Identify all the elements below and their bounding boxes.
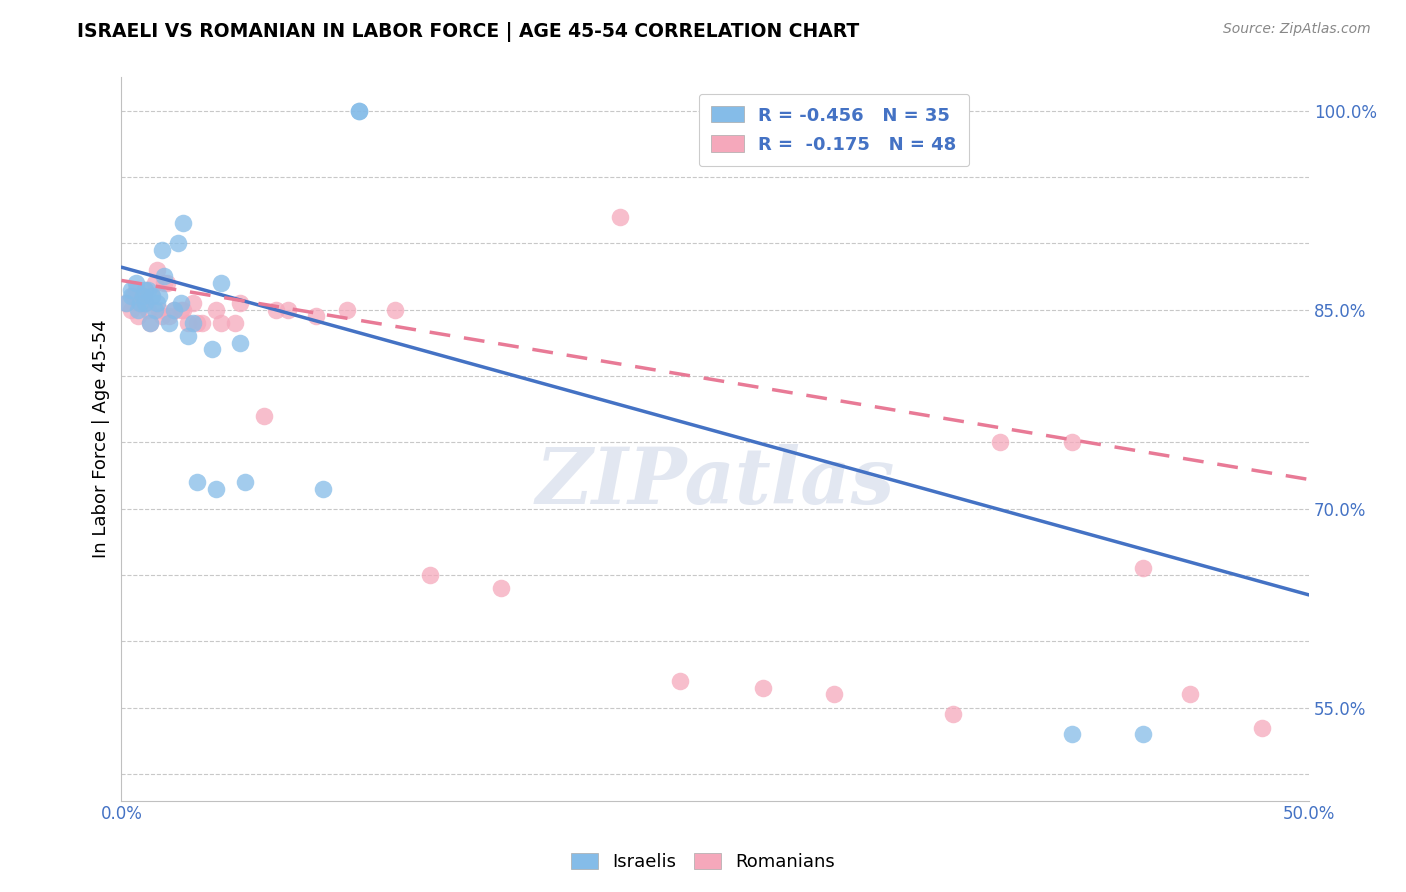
Legend: R = -0.456   N = 35, R =  -0.175   N = 48: R = -0.456 N = 35, R = -0.175 N = 48 xyxy=(699,94,969,166)
Point xyxy=(132,289,155,303)
Point xyxy=(253,409,276,423)
Point xyxy=(134,296,156,310)
Point xyxy=(347,103,370,118)
Point xyxy=(148,302,170,317)
Point xyxy=(1132,561,1154,575)
Point xyxy=(150,310,173,324)
Point xyxy=(155,276,177,290)
Point xyxy=(170,296,193,310)
Point xyxy=(264,302,287,317)
Point xyxy=(1250,721,1272,735)
Point xyxy=(177,329,200,343)
Point xyxy=(153,269,176,284)
Point xyxy=(201,343,224,357)
Point xyxy=(146,296,169,310)
Point xyxy=(312,482,335,496)
Point xyxy=(1180,688,1202,702)
Point xyxy=(384,302,406,317)
Point xyxy=(229,296,252,310)
Point xyxy=(127,310,149,324)
Point xyxy=(132,289,155,303)
Point xyxy=(141,289,163,303)
Text: ZIPatlas: ZIPatlas xyxy=(536,444,896,521)
Point xyxy=(988,435,1011,450)
Point xyxy=(134,283,156,297)
Point xyxy=(186,475,208,490)
Text: ISRAELI VS ROMANIAN IN LABOR FORCE | AGE 45-54 CORRELATION CHART: ISRAELI VS ROMANIAN IN LABOR FORCE | AGE… xyxy=(77,22,859,42)
Point xyxy=(163,302,186,317)
Point xyxy=(146,263,169,277)
Point xyxy=(120,302,142,317)
Point xyxy=(172,302,194,317)
Point xyxy=(136,302,159,317)
Point xyxy=(125,283,148,297)
Point xyxy=(139,316,162,330)
Point xyxy=(823,688,845,702)
Y-axis label: In Labor Force | Age 45-54: In Labor Force | Age 45-54 xyxy=(93,319,110,558)
Point xyxy=(336,302,359,317)
Point xyxy=(209,276,232,290)
Text: Source: ZipAtlas.com: Source: ZipAtlas.com xyxy=(1223,22,1371,37)
Point xyxy=(1132,727,1154,741)
Point xyxy=(277,302,299,317)
Point xyxy=(752,681,775,695)
Legend: Israelis, Romanians: Israelis, Romanians xyxy=(564,846,842,879)
Point xyxy=(120,283,142,297)
Point xyxy=(141,289,163,303)
Point xyxy=(186,316,208,330)
Point xyxy=(148,289,170,303)
Point xyxy=(209,316,232,330)
Point xyxy=(609,210,631,224)
Point xyxy=(139,316,162,330)
Point xyxy=(127,302,149,317)
Point xyxy=(143,302,166,317)
Point xyxy=(134,296,156,310)
Point xyxy=(668,674,690,689)
Point xyxy=(205,302,228,317)
Point xyxy=(1060,727,1083,741)
Point xyxy=(150,243,173,257)
Point xyxy=(170,302,193,317)
Point xyxy=(153,276,176,290)
Point xyxy=(224,316,246,330)
Point xyxy=(172,216,194,230)
Point xyxy=(115,296,138,310)
Point xyxy=(191,316,214,330)
Point xyxy=(143,276,166,290)
Point xyxy=(181,296,204,310)
Point xyxy=(136,283,159,297)
Point xyxy=(115,296,138,310)
Point xyxy=(129,296,152,310)
Point xyxy=(305,310,328,324)
Point xyxy=(181,316,204,330)
Point xyxy=(163,302,186,317)
Point xyxy=(177,316,200,330)
Point xyxy=(1060,435,1083,450)
Point xyxy=(491,582,513,596)
Point xyxy=(347,103,370,118)
Point xyxy=(129,296,152,310)
Point xyxy=(125,276,148,290)
Point xyxy=(205,482,228,496)
Point xyxy=(942,707,965,722)
Point xyxy=(157,310,180,324)
Point xyxy=(229,335,252,350)
Point xyxy=(157,316,180,330)
Point xyxy=(122,289,145,303)
Point xyxy=(120,289,142,303)
Point xyxy=(134,283,156,297)
Point xyxy=(419,568,441,582)
Point xyxy=(233,475,256,490)
Point xyxy=(167,236,190,251)
